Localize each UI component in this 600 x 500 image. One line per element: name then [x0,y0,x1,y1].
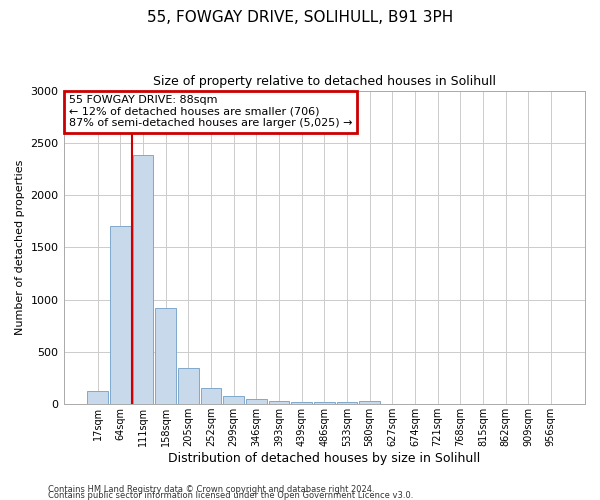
Text: Contains HM Land Registry data © Crown copyright and database right 2024.: Contains HM Land Registry data © Crown c… [48,484,374,494]
Text: 55 FOWGAY DRIVE: 88sqm
← 12% of detached houses are smaller (706)
87% of semi-de: 55 FOWGAY DRIVE: 88sqm ← 12% of detached… [69,96,352,128]
X-axis label: Distribution of detached houses by size in Solihull: Distribution of detached houses by size … [168,452,481,465]
Bar [359,401,380,404]
Bar [87,390,108,404]
Bar [223,396,244,404]
Bar [110,226,131,404]
Y-axis label: Number of detached properties: Number of detached properties [15,160,25,335]
Bar [337,402,358,404]
Bar [291,402,312,404]
Bar [155,308,176,404]
Bar [269,400,289,404]
Bar [200,388,221,404]
Bar [178,368,199,404]
Bar [133,156,154,404]
Bar [314,402,335,404]
Text: Contains public sector information licensed under the Open Government Licence v3: Contains public sector information licen… [48,490,413,500]
Title: Size of property relative to detached houses in Solihull: Size of property relative to detached ho… [153,75,496,88]
Bar [246,399,267,404]
Text: 55, FOWGAY DRIVE, SOLIHULL, B91 3PH: 55, FOWGAY DRIVE, SOLIHULL, B91 3PH [147,10,453,25]
